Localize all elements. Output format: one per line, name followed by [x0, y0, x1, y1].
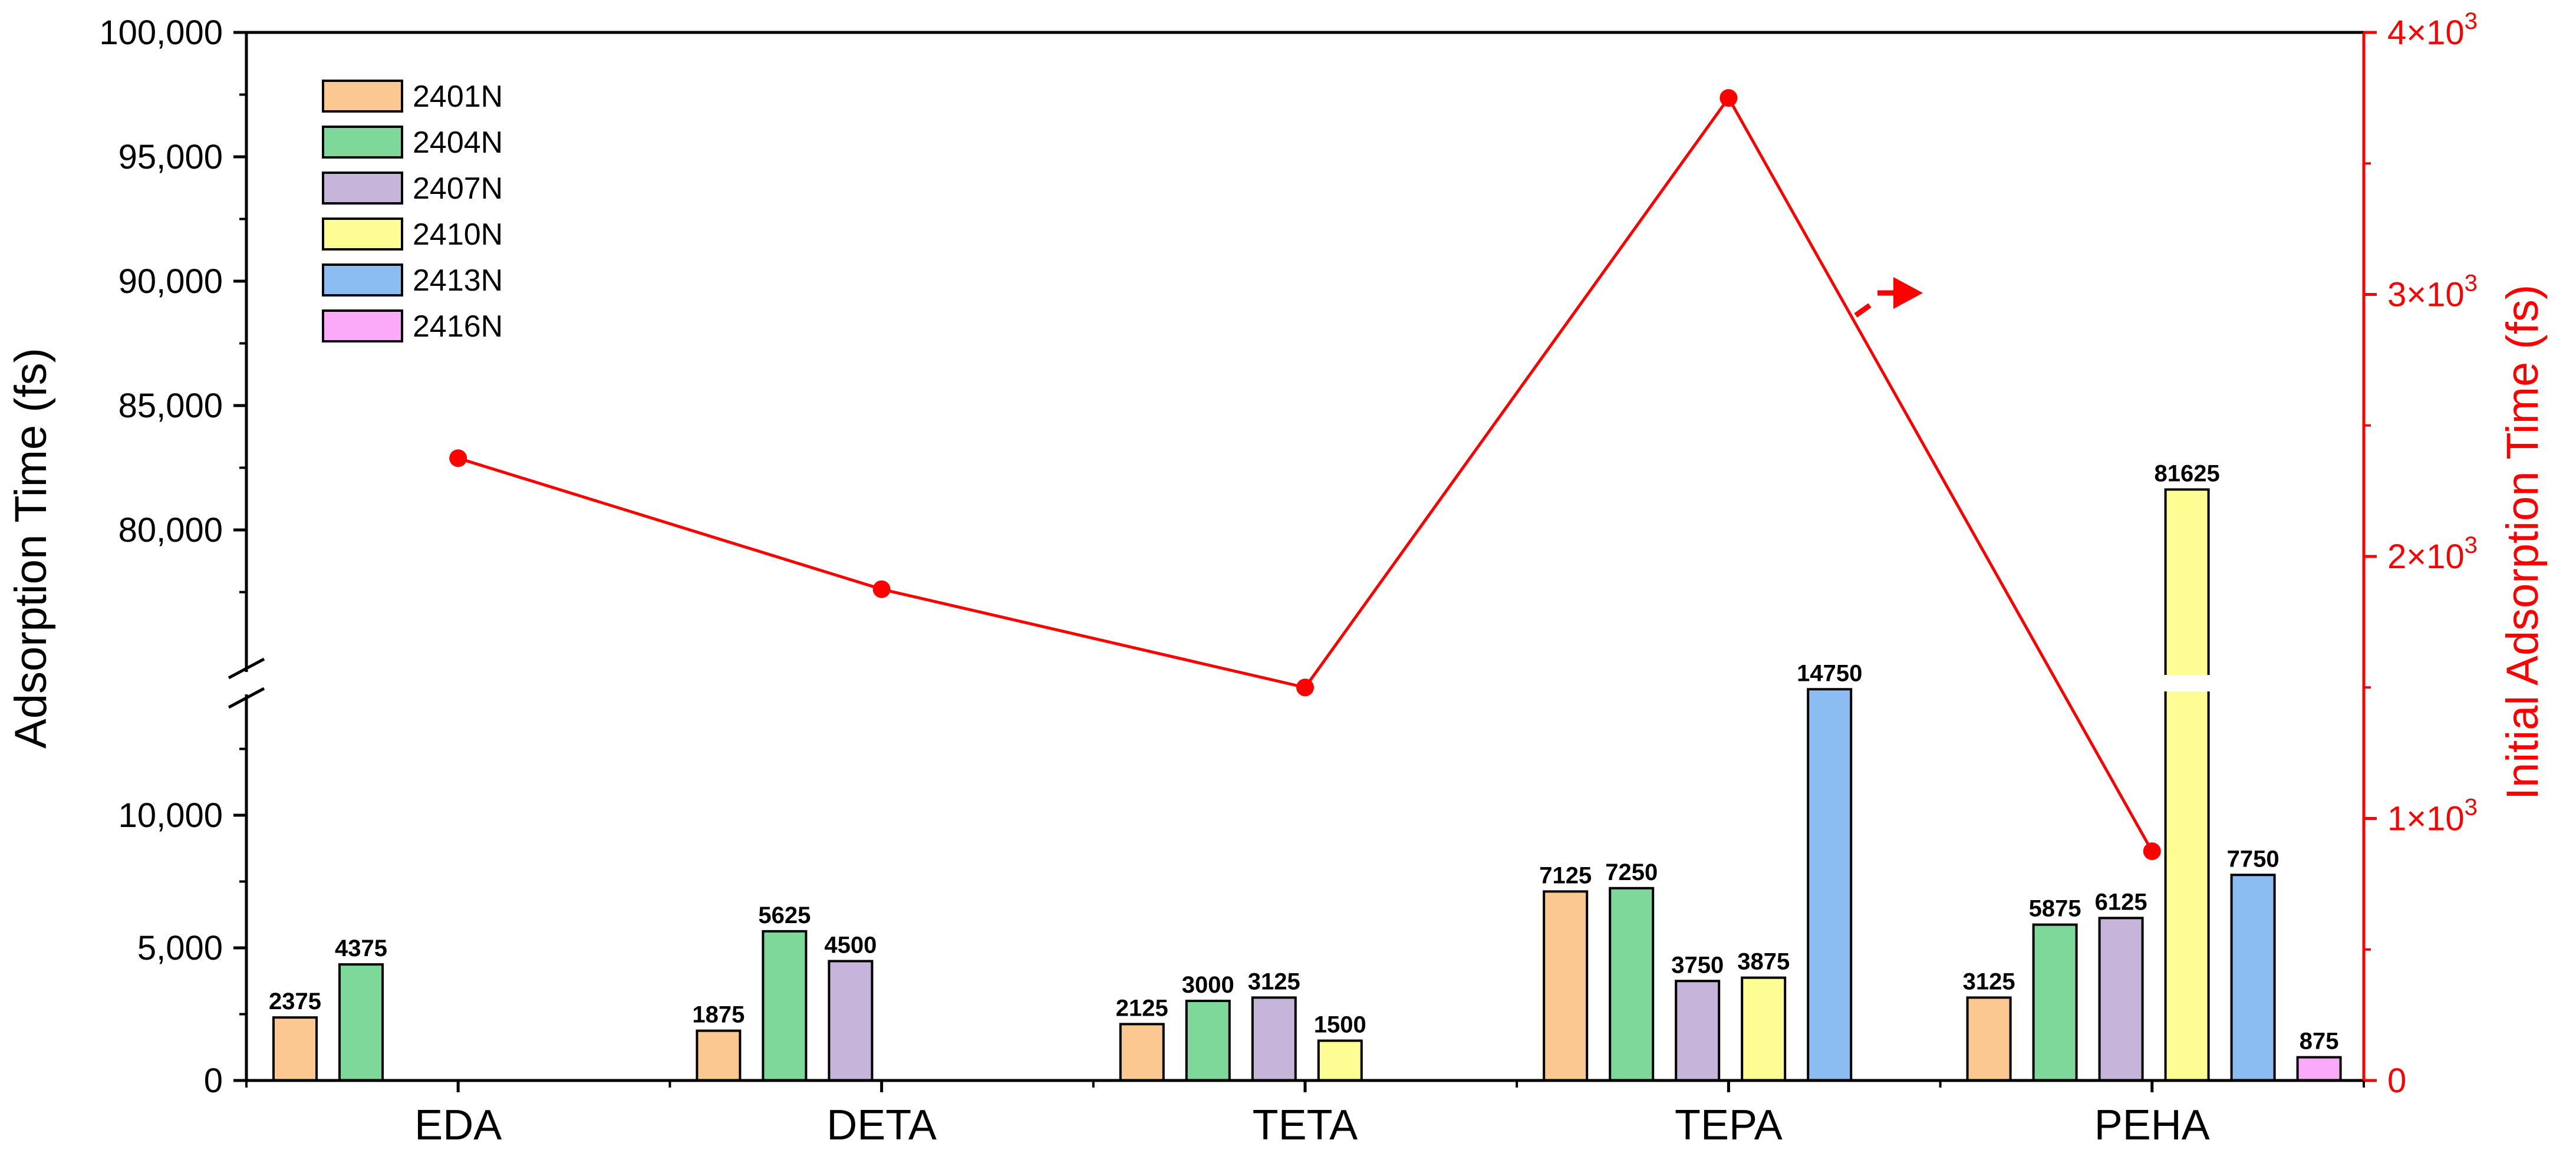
bar-value-label: 2125 — [1116, 995, 1168, 1021]
bar — [1185, 1000, 1231, 1082]
right-tick-label: 3×103 — [2387, 271, 2478, 314]
initial-adsorption-line — [457, 95, 2153, 852]
legend-swatch — [322, 126, 403, 159]
right-tick-label: 2×103 — [2387, 532, 2478, 576]
bar — [1966, 996, 2012, 1082]
category-label: TEPA — [1675, 1102, 1783, 1149]
label-layer: 2375 1875 2125 7125 3125 4375 5625 3000 7250 5875… — [99, 8, 2478, 1149]
initial-adsorption-point — [872, 580, 891, 598]
y-axis-title: Adsorption Time (fs) — [6, 348, 56, 749]
bar-value-label: 5625 — [758, 902, 811, 928]
bar — [696, 1029, 742, 1082]
legend-label: 2413N — [413, 263, 503, 298]
bar — [2164, 488, 2210, 1082]
initial-adsorption-point — [2143, 842, 2161, 861]
initial-adsorption-point — [1296, 678, 1314, 697]
left-tick-label: 100,000 — [99, 14, 223, 52]
bar-value-label: 3000 — [1182, 972, 1234, 998]
left-tick-label: 90,000 — [118, 262, 223, 301]
frame-layer — [228, 31, 2377, 1092]
initial-adsorption-point — [449, 449, 467, 467]
category-label: DETA — [826, 1102, 937, 1149]
bar-value-label: 7125 — [1539, 862, 1592, 888]
bar-value-label: 3750 — [1671, 952, 1724, 978]
bar — [2098, 917, 2144, 1082]
bar — [1317, 1039, 1363, 1082]
line-layer — [449, 89, 2161, 861]
bar-value-label: 3125 — [1963, 968, 2015, 994]
category-label: EDA — [414, 1102, 502, 1149]
left-tick-label: 85,000 — [118, 387, 223, 425]
category-label: TETA — [1253, 1102, 1358, 1149]
bar — [272, 1016, 318, 1082]
legend-label: 2416N — [413, 309, 503, 344]
legend-swatch — [322, 218, 403, 251]
bar-value-label: 3125 — [1248, 968, 1300, 994]
bar-value-label: 4500 — [824, 933, 877, 958]
legend-layer: 2401N 2404N 2407N 2410N 2413N 2416N — [322, 80, 503, 344]
legend-label: 2407N — [413, 172, 503, 206]
axis-indicator-dash — [1854, 303, 1872, 318]
bar-value-label: 2375 — [269, 989, 321, 1014]
left-tick-label: 80,000 — [118, 511, 223, 549]
bar-value-label: 7250 — [1605, 859, 1658, 885]
right-tick-label: 4×103 — [2387, 8, 2478, 52]
bar-value-label: 14750 — [1797, 660, 1862, 686]
category-label: PEHA — [2094, 1102, 2210, 1149]
bar — [1119, 1023, 1165, 1082]
bar — [338, 963, 384, 1082]
bar-value-label: 7750 — [2227, 846, 2279, 872]
right-tick-label: 0 — [2387, 1062, 2406, 1100]
bar — [1543, 890, 1589, 1082]
legend-swatch — [322, 263, 403, 296]
initial-adsorption-point — [1719, 89, 1738, 107]
bar — [1675, 980, 1721, 1082]
axis-break-mark — [228, 657, 265, 680]
bar-value-label: 81625 — [2154, 460, 2219, 486]
bar — [1807, 688, 1853, 1082]
legend-label: 2404N — [413, 126, 503, 160]
bar — [1251, 996, 1297, 1082]
axis-break-mark — [228, 687, 265, 709]
y2-axis-title: Initial Adsorption Time (fs) — [2498, 285, 2548, 800]
bar-value-label: 875 — [2300, 1029, 2339, 1055]
legend-label: 2410N — [413, 218, 503, 252]
left-tick-label: 5,000 — [137, 929, 223, 967]
bar — [2230, 874, 2276, 1082]
bar-value-label: 5875 — [2029, 896, 2081, 922]
bar-value-label: 3875 — [1737, 949, 1790, 975]
legend-label: 2401N — [413, 80, 503, 114]
legend-swatch — [322, 172, 403, 205]
bar — [1741, 976, 1787, 1082]
bar — [1609, 887, 1655, 1082]
axis-indicator-arrowhead — [1893, 277, 1923, 309]
left-tick-label: 0 — [204, 1062, 223, 1100]
bar — [2296, 1056, 2342, 1082]
left-tick-label: 10,000 — [118, 796, 223, 835]
bar-value-label: 4375 — [335, 935, 387, 961]
right-tick-label: 1×103 — [2387, 795, 2478, 838]
bars-layer — [272, 488, 2342, 1082]
bar-value-label: 6125 — [2095, 889, 2147, 915]
legend-swatch — [322, 80, 403, 113]
bar-value-label: 1500 — [1314, 1012, 1366, 1038]
bar — [828, 960, 874, 1082]
left-tick-label: 95,000 — [118, 138, 223, 176]
bar — [2032, 923, 2078, 1082]
bar-break-gap — [2163, 675, 2211, 691]
bar-value-label: 1875 — [692, 1002, 745, 1028]
bar — [762, 930, 808, 1082]
legend-swatch — [322, 309, 403, 342]
